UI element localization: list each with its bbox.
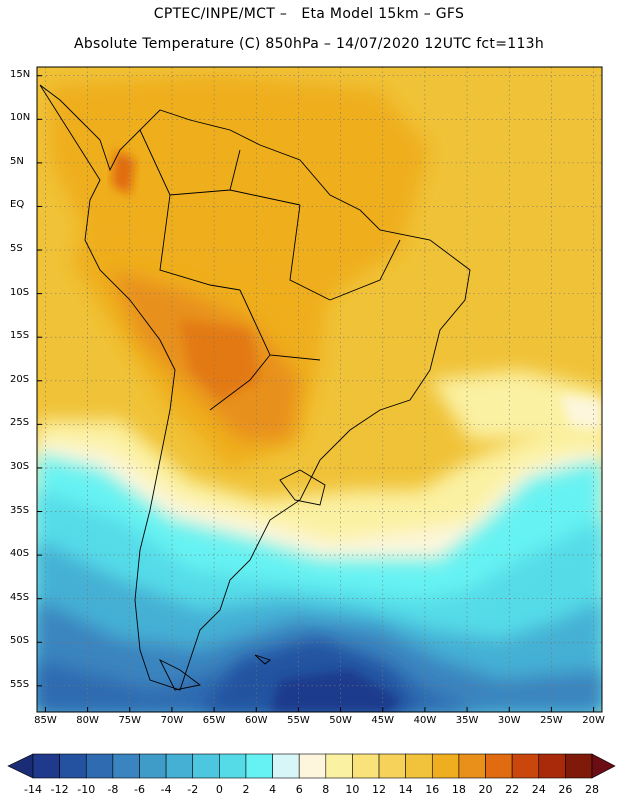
coastline-outlines (39, 84, 471, 691)
colorbar-swatch (59, 753, 87, 779)
lon-label: 70W (160, 715, 184, 726)
colorbar-label: 6 (295, 783, 303, 796)
lat-label: 15S (10, 330, 30, 342)
colorbar-label: 24 (531, 783, 546, 796)
colorbar-label: 14 (398, 783, 413, 796)
colorbar-swatch (139, 753, 167, 779)
colorbar-swatch (458, 753, 486, 779)
map-frame (36, 66, 603, 713)
colorbar-label: 28 (585, 783, 599, 796)
lat-label: 30S (10, 460, 30, 472)
colorbar-swatch (272, 753, 300, 779)
lon-label: 75W (118, 715, 142, 726)
lon-label: 30W (497, 715, 521, 726)
colorbar-swatch (405, 753, 433, 779)
colorbar-label: 2 (242, 783, 250, 796)
colorbar-label: 10 (345, 783, 360, 796)
colorbar-label: -10 (77, 783, 96, 796)
colorbar-label: 12 (372, 783, 387, 796)
title-line-2: Absolute Temperature (C) 850hPa – 14/07/… (73, 36, 545, 52)
colorbar-label: 0 (215, 783, 223, 796)
colorbar-swatch (565, 753, 593, 779)
lon-label: 55W (287, 715, 310, 726)
colorbar-label: 20 (478, 783, 493, 796)
lat-label: 50S (10, 635, 30, 647)
lon-label: 65W (202, 715, 226, 726)
colorbar-swatch (32, 753, 60, 779)
lon-label: 25W (540, 715, 563, 726)
lat-label: 55S (10, 678, 30, 690)
colorbar-label: 4 (269, 783, 277, 796)
colorbar-label: -4 (160, 783, 172, 796)
lat-label: 15N (10, 68, 31, 80)
lon-label: 85W (34, 715, 57, 726)
lon-label: 60W (244, 715, 268, 726)
colorbar-label: -12 (50, 783, 69, 796)
colorbar-label: -14 (24, 783, 42, 796)
lon-label: 20W (582, 715, 605, 726)
lon-label: 35W (455, 715, 479, 726)
colorbar-label: 16 (425, 783, 440, 796)
lat-label: 25S (10, 417, 30, 429)
colorbar-swatch (85, 753, 114, 779)
lon-label: 40W (413, 715, 437, 726)
colorbar-swatch (325, 753, 353, 779)
colorbar-swatch (352, 753, 380, 779)
colorbar-swatch (112, 753, 140, 779)
lat-label: 45S (10, 591, 30, 603)
lon-label: 80W (76, 715, 99, 726)
colorbar-swatch (219, 753, 247, 779)
lat-label: 10N (10, 112, 31, 124)
lat-label: 40S (10, 548, 30, 560)
colorbar-swatch (192, 753, 220, 779)
colorbar-over-arrow (591, 753, 616, 779)
lat-label: 35S (10, 504, 30, 516)
colorbar-swatch (431, 753, 460, 779)
colorbar-label: 18 (451, 783, 466, 796)
colorbar-swatch (245, 753, 273, 779)
lat-label: 5S (10, 243, 23, 255)
lon-label: 45W (371, 715, 395, 726)
colorbar-swatch (298, 753, 327, 779)
colorbar-label: -8 (107, 783, 119, 796)
colorbar-label: -2 (187, 783, 199, 796)
colorbar-label: -6 (133, 783, 145, 796)
title-line-1: CPTEC/INPE/MCT – Eta Model 15km – GFS (153, 6, 465, 22)
colorbar-swatch (538, 753, 566, 779)
lat-label: 5N (10, 155, 24, 167)
lat-label: 20S (10, 373, 30, 385)
colorbar-swatch (511, 753, 540, 779)
colorbar-swatch (485, 753, 513, 779)
temperature-field (37, 67, 602, 712)
lat-label: EQ (10, 199, 25, 211)
colorbar-label: 22 (505, 783, 520, 796)
colorbar-label: 8 (322, 783, 330, 796)
colorbar-swatch (378, 753, 406, 779)
colorbar (7, 753, 616, 779)
colorbar-label: 26 (558, 783, 573, 796)
colorbar-under-arrow (7, 753, 34, 779)
colorbar-swatch (165, 753, 194, 779)
lat-label: 10S (10, 286, 30, 298)
lon-label: 50W (329, 715, 352, 726)
